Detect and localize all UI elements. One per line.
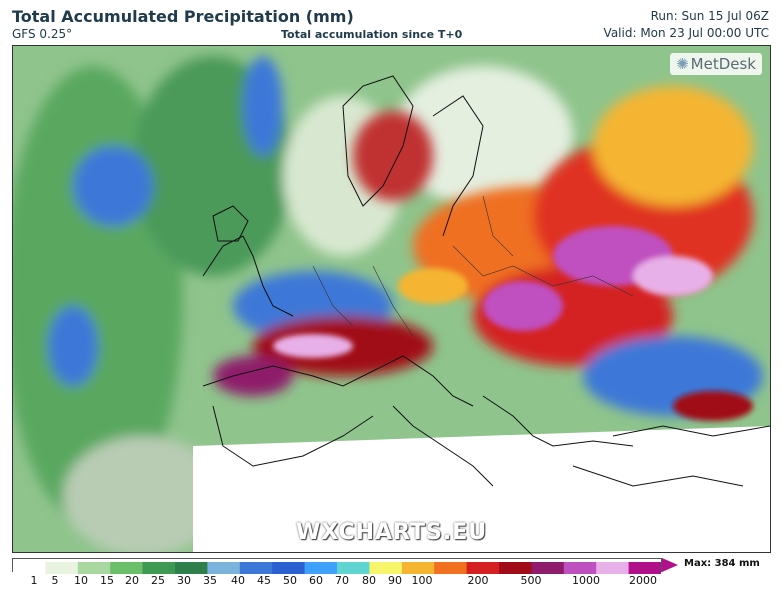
colorbar-segment <box>401 562 435 574</box>
map-canvas <box>13 46 770 552</box>
legend-tick-label: 1 <box>30 574 38 587</box>
colorbar-segment <box>272 562 306 574</box>
colorbar-segment <box>13 562 46 574</box>
legend-tick-label: 40 <box>231 574 245 587</box>
precip-field-medium <box>213 86 763 416</box>
colorbar-segment <box>369 562 403 574</box>
watermark: WXCHARTS.EU <box>296 520 488 545</box>
legend-tick-label: 200 <box>467 574 489 587</box>
legend-tick-label: 30 <box>177 574 191 587</box>
legend-tick-label: 50 <box>283 574 297 587</box>
legend-tick-label: 20 <box>125 574 139 587</box>
colorbar-segment <box>239 562 273 574</box>
legend-tick-label: 60 <box>309 574 323 587</box>
colorbar-segment <box>77 562 111 574</box>
legend-tick-label: 25 <box>151 574 165 587</box>
accumulation-subtitle: Total accumulation since T+0 <box>281 28 463 41</box>
country-borders <box>312 195 634 337</box>
coastlines <box>202 75 770 487</box>
legend-tick-label: 100 <box>411 574 433 587</box>
max-label: Max: 384 mm <box>684 558 760 569</box>
colorbar-segment <box>142 562 176 574</box>
colorbar-max-arrow <box>662 558 678 572</box>
colorbar-segment <box>175 562 208 574</box>
colorbar-segment <box>499 562 532 574</box>
legend-ticks: 1 5 10 15 20 25 30 35 40 45 50 60 70 80 90 100 200 500 100… <box>12 574 672 590</box>
legend-tick-label: 15 <box>100 574 114 587</box>
metdesk-logo-icon: ✺ <box>676 55 689 73</box>
colorbar-segment <box>531 562 565 574</box>
colorbar-segment <box>434 562 468 574</box>
chart-title: Total Accumulated Precipitation (mm) <box>12 7 354 26</box>
precip-field-high <box>273 226 753 421</box>
model-label: GFS 0.25° <box>12 27 73 41</box>
legend-tick-label: 80 <box>362 574 376 587</box>
colorbar-segment <box>337 562 370 574</box>
colorbar-svg <box>13 562 662 574</box>
legend-tick-label: 35 <box>203 574 217 587</box>
colorbar-segment <box>110 562 144 574</box>
precipitation-map: ✺ MetDesk WXCHARTS.EU <box>12 45 771 553</box>
legend-tick-label: 500 <box>520 574 542 587</box>
valid-time: Valid: Mon 23 Jul 00:00 UTC <box>603 26 769 40</box>
north-africa-land <box>193 426 770 552</box>
colorbar-segment <box>563 562 597 574</box>
legend-tick-label: 5 <box>51 574 59 587</box>
colorbar-segment <box>207 562 241 574</box>
metdesk-logo: ✺ MetDesk <box>670 53 762 75</box>
legend-colorbar <box>12 558 662 574</box>
run-time: Run: Sun 15 Jul 06Z <box>650 9 769 23</box>
colorbar-segment <box>628 562 662 574</box>
colorbar-segment <box>45 562 79 574</box>
colorbar-segment <box>466 562 500 574</box>
colorbar-segment <box>304 562 338 574</box>
colorbar-segment <box>596 562 630 574</box>
legend-tick-label: 45 <box>257 574 271 587</box>
legend-tick-label: 2000 <box>629 574 657 587</box>
legend-tick-label: 70 <box>335 574 349 587</box>
legend-tick-label: 1000 <box>572 574 600 587</box>
legend-tick-label: 10 <box>74 574 88 587</box>
logo-text: MetDesk <box>690 55 756 73</box>
legend-tick-label: 90 <box>388 574 402 587</box>
